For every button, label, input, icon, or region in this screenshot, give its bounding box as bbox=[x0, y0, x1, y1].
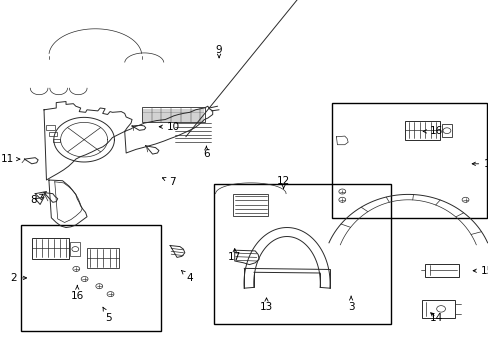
Bar bbox=[70, 242, 80, 256]
Text: 15: 15 bbox=[472, 266, 488, 276]
Text: 5: 5 bbox=[103, 307, 112, 323]
Text: 12: 12 bbox=[276, 176, 290, 189]
Text: 8: 8 bbox=[30, 194, 43, 205]
Text: 3: 3 bbox=[347, 296, 354, 312]
Bar bbox=[233, 194, 268, 216]
Bar bbox=[46, 125, 55, 130]
Text: 17: 17 bbox=[227, 249, 241, 262]
Bar bbox=[49, 132, 57, 136]
Text: 16: 16 bbox=[70, 285, 84, 301]
Text: 1: 1 bbox=[471, 159, 488, 169]
Bar bbox=[421, 300, 454, 318]
Bar bbox=[425, 264, 458, 277]
Text: 10: 10 bbox=[159, 122, 180, 132]
Text: 16: 16 bbox=[423, 126, 442, 136]
Bar bbox=[53, 139, 60, 142]
Text: 11: 11 bbox=[0, 154, 20, 164]
Text: 14: 14 bbox=[428, 312, 442, 323]
Text: 7: 7 bbox=[162, 177, 175, 187]
Bar bbox=[142, 107, 205, 122]
Bar bbox=[20, 225, 161, 331]
Text: 13: 13 bbox=[259, 298, 273, 312]
Text: 4: 4 bbox=[181, 270, 193, 283]
Bar bbox=[441, 124, 451, 137]
Text: 6: 6 bbox=[203, 146, 209, 159]
Bar bbox=[214, 184, 390, 324]
Bar bbox=[331, 103, 486, 218]
Text: 2: 2 bbox=[10, 273, 26, 283]
Text: 9: 9 bbox=[215, 45, 222, 58]
